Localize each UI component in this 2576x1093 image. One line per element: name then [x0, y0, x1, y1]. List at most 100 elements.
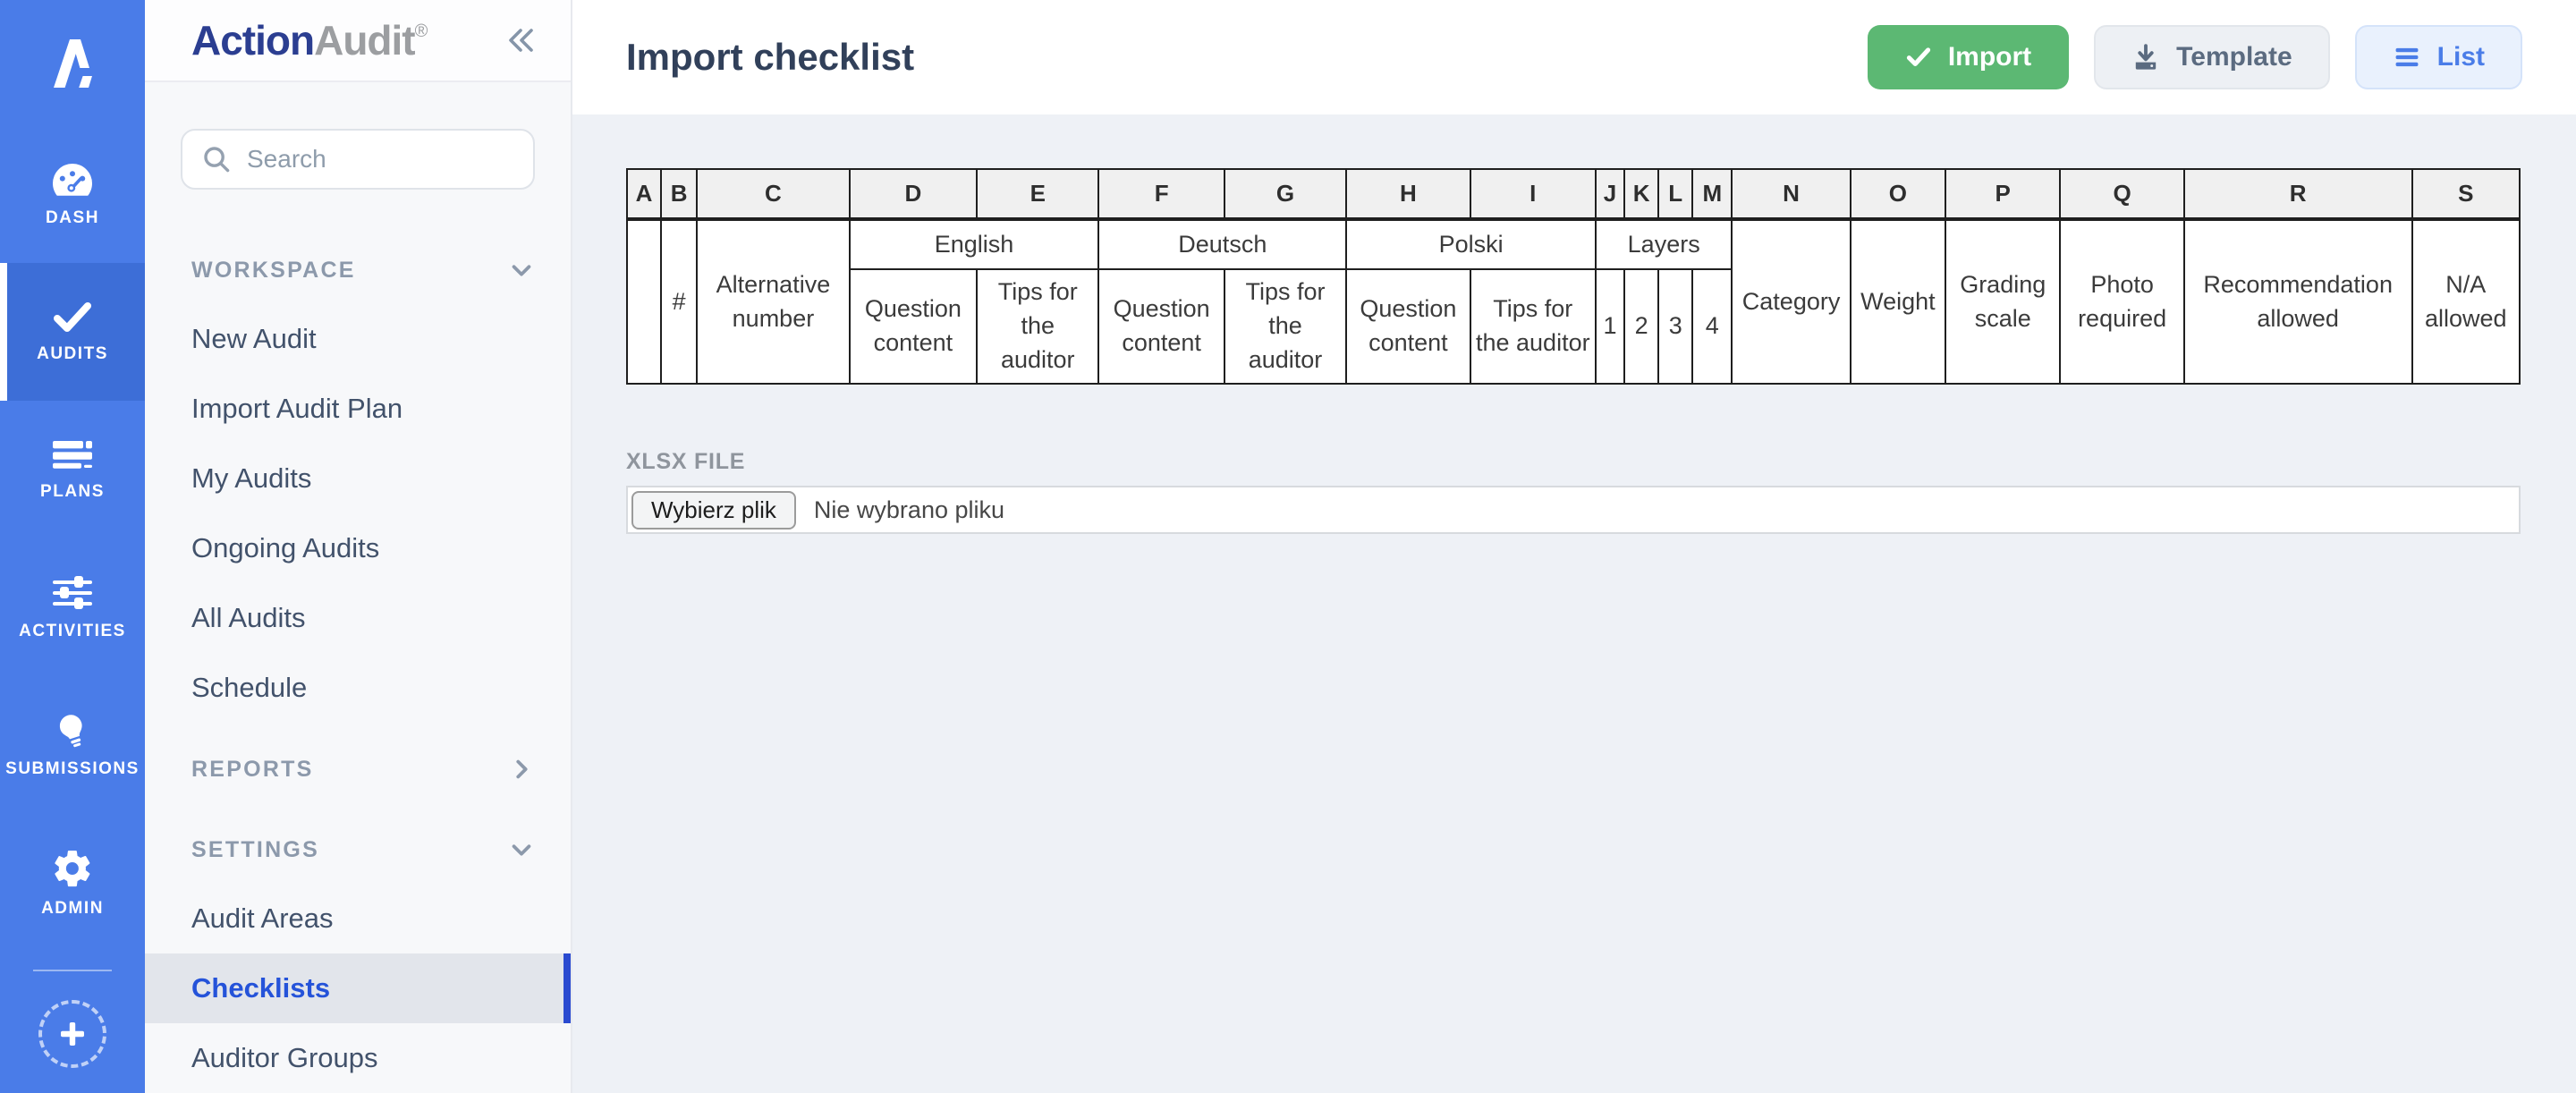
button-label: Template	[2176, 42, 2292, 72]
sidebar-item-ongoing-audits[interactable]: Ongoing Audits	[145, 513, 571, 583]
sidebar-item-new-audit[interactable]: New Audit	[145, 304, 571, 374]
list-icon	[2395, 47, 2419, 67]
rail-item-label: ADMIN	[41, 899, 104, 918]
template-button[interactable]: Template	[2094, 25, 2330, 89]
import-button[interactable]: Import	[1867, 25, 2070, 89]
rail-bottom	[0, 970, 145, 1093]
col-N: N	[1731, 168, 1852, 221]
sidebar-item-checklists[interactable]: Checklists	[145, 953, 571, 1023]
choose-file-button[interactable]: Wybierz plik	[631, 490, 796, 530]
rail-item-label: PLANS	[40, 482, 105, 501]
cell-layer-2: 2	[1623, 268, 1660, 385]
logo-a-icon	[54, 39, 92, 88]
nav-item-label: My Audits	[191, 462, 312, 494]
cell-layer-4: 4	[1691, 268, 1733, 385]
sliders-icon	[53, 576, 92, 609]
nav-item-label: Import Audit Plan	[191, 393, 403, 424]
cell-recommendation-allowed: Recommendation allowed	[2182, 218, 2413, 385]
lightbulb-icon	[59, 715, 82, 748]
gear-icon	[55, 850, 90, 887]
app-logo[interactable]	[0, 0, 145, 125]
cell-alternative-number: Alternative number	[696, 218, 851, 385]
brand-wordmark: ActionAudit®	[191, 16, 428, 64]
col-J: J	[1594, 168, 1626, 221]
list-bars-icon	[53, 441, 92, 469]
col-R: R	[2182, 168, 2413, 221]
header-actions: Import Template	[1867, 25, 2522, 89]
main-area: Import checklist Import Template	[572, 0, 2576, 1093]
cell-question-content-pl: Question content	[1345, 268, 1471, 385]
cell-tips-en: Tips for the auditor	[976, 268, 1100, 385]
nav-item-label: New Audit	[191, 323, 317, 354]
rail-divider	[33, 970, 112, 971]
section-label: REPORTS	[191, 756, 314, 782]
col-Q: Q	[2059, 168, 2185, 221]
nav-item-label: Schedule	[191, 672, 308, 703]
rail-item-submissions[interactable]: SUBMISSIONS	[0, 676, 145, 814]
rail-item-dash[interactable]: DASH	[0, 125, 145, 263]
section-workspace[interactable]: WORKSPACE	[145, 236, 571, 304]
cell-deutsch: Deutsch	[1097, 218, 1348, 270]
cell-layers: Layers	[1594, 218, 1733, 270]
sidebar-item-schedule[interactable]: Schedule	[145, 653, 571, 723]
cell-question-content-de: Question content	[1097, 268, 1225, 385]
sidebar-item-all-audits[interactable]: All Audits	[145, 583, 571, 653]
col-E: E	[976, 168, 1100, 221]
col-M: M	[1691, 168, 1733, 221]
cell-layer-3: 3	[1657, 268, 1694, 385]
chevron-double-left-icon	[509, 29, 533, 52]
nav-item-label: All Audits	[191, 602, 306, 633]
add-button[interactable]	[38, 1000, 106, 1068]
rail-item-admin[interactable]: ADMIN	[0, 814, 145, 952]
col-F: F	[1097, 168, 1225, 221]
import-format-table: A B C D E F G H I J K L M N O P Q	[625, 168, 2521, 385]
section-reports[interactable]: REPORTS	[145, 735, 571, 803]
button-label: Import	[1947, 42, 2032, 72]
search-box	[181, 129, 535, 190]
rail-item-label: SUBMISSIONS	[5, 759, 140, 778]
rail-item-label: AUDITS	[37, 344, 108, 363]
page-title: Import checklist	[626, 36, 915, 78]
sidebar-header: ActionAudit®	[145, 0, 571, 82]
sidebar-item-auditor-groups[interactable]: Auditor Groups	[145, 1023, 571, 1093]
search-icon	[204, 147, 230, 173]
sidebar-collapse-button[interactable]	[503, 24, 538, 56]
nav-item-label: Auditor Groups	[191, 1042, 378, 1073]
chevron-right-icon	[516, 759, 528, 779]
column-letter-row: A B C D E F G H I J K L M N O P Q	[625, 168, 2521, 221]
rail-item-activities[interactable]: ACTIVITIES	[0, 538, 145, 676]
col-O: O	[1849, 168, 1947, 221]
gauge-icon	[53, 164, 92, 196]
xlsx-file-label: XLSX FILE	[626, 449, 746, 474]
section-label: SETTINGS	[191, 836, 320, 862]
nav-item-label: Checklists	[191, 972, 331, 1004]
col-K: K	[1623, 168, 1660, 221]
sidebar-item-audit-areas[interactable]: Audit Areas	[145, 884, 571, 953]
cell-english: English	[848, 218, 1100, 270]
col-D: D	[848, 168, 979, 221]
nav-item-label: Ongoing Audits	[191, 532, 380, 563]
list-button[interactable]: List	[2354, 25, 2522, 89]
cell-tips-de: Tips for the auditor	[1223, 268, 1348, 385]
brand-name-primary: Action	[191, 17, 315, 64]
no-file-chosen-text: Nie wybrano pliku	[813, 496, 1005, 523]
search-input[interactable]	[181, 129, 535, 190]
cell-polski: Polski	[1345, 218, 1597, 270]
sidebar-item-my-audits[interactable]: My Audits	[145, 444, 571, 513]
nav-item-label: Audit Areas	[191, 902, 334, 934]
download-icon	[2135, 44, 2157, 70]
icon-rail: DASH AUDITS PLANS	[0, 0, 145, 1093]
rail-item-plans[interactable]: PLANS	[0, 401, 145, 538]
col-H: H	[1345, 168, 1471, 221]
xlsx-file-input[interactable]: Wybierz plik Nie wybrano pliku	[626, 486, 2521, 534]
check-icon	[54, 302, 91, 332]
registered-mark: ®	[414, 21, 428, 41]
cell-question-content-en: Question content	[848, 268, 979, 385]
col-I: I	[1469, 168, 1597, 221]
section-settings[interactable]: SETTINGS	[145, 816, 571, 884]
cell-photo-required: Photo required	[2059, 218, 2185, 385]
col-C: C	[696, 168, 851, 221]
rail-item-audits[interactable]: AUDITS	[0, 263, 145, 401]
sidebar-item-import-audit-plan[interactable]: Import Audit Plan	[145, 374, 571, 444]
cell-number-sign: #	[660, 218, 699, 385]
